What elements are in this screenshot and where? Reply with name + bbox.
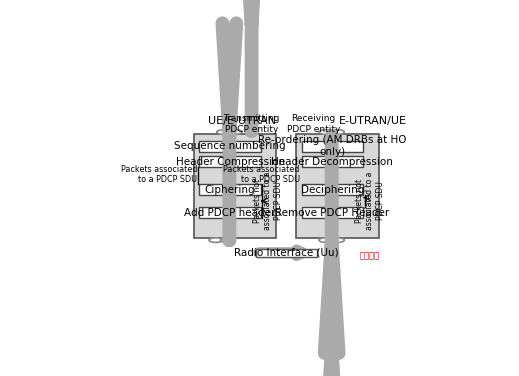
Ellipse shape <box>221 238 235 243</box>
Text: Re-ordering (AM DRBs at HO
only): Re-ordering (AM DRBs at HO only) <box>258 135 407 157</box>
Text: Radio Interface (Uu): Radio Interface (Uu) <box>235 248 339 258</box>
FancyBboxPatch shape <box>302 207 363 218</box>
Text: Header Decompression: Header Decompression <box>271 156 393 167</box>
FancyBboxPatch shape <box>199 184 261 195</box>
Text: Deciphering: Deciphering <box>301 185 364 194</box>
Text: Transmitting
PDCP entity: Transmitting PDCP entity <box>223 114 280 134</box>
FancyBboxPatch shape <box>199 141 261 152</box>
FancyBboxPatch shape <box>296 133 379 238</box>
Text: UE/E-UTRAN: UE/E-UTRAN <box>208 116 276 126</box>
Text: Receiving
PDCP entity: Receiving PDCP entity <box>287 114 340 134</box>
Ellipse shape <box>331 130 344 134</box>
Ellipse shape <box>217 130 230 134</box>
Ellipse shape <box>331 238 344 243</box>
Text: Add PDCP header: Add PDCP header <box>184 208 276 218</box>
Text: Packets not
associated to a
PDCP SDU: Packets not associated to a PDCP SDU <box>355 172 385 230</box>
Ellipse shape <box>319 130 333 134</box>
FancyBboxPatch shape <box>302 141 363 152</box>
Text: Packets associated
to a PDCP SDU: Packets associated to a PDCP SDU <box>224 165 300 184</box>
Text: 创新互联: 创新互联 <box>359 251 379 260</box>
Text: Remove PDCP Header: Remove PDCP Header <box>275 208 390 218</box>
FancyBboxPatch shape <box>256 249 317 257</box>
FancyBboxPatch shape <box>199 207 261 218</box>
Text: Header Compression: Header Compression <box>175 156 285 167</box>
Ellipse shape <box>228 130 242 134</box>
Text: Ciphering: Ciphering <box>205 185 255 194</box>
Text: Sequence numbering: Sequence numbering <box>174 141 286 151</box>
Text: Packets not
associated to a
PDCP SDU: Packets not associated to a PDCP SDU <box>253 172 282 230</box>
Ellipse shape <box>209 238 223 243</box>
Text: Packets associated
to a PDCP SDU: Packets associated to a PDCP SDU <box>121 165 198 184</box>
FancyBboxPatch shape <box>302 184 363 195</box>
FancyBboxPatch shape <box>199 156 261 167</box>
Ellipse shape <box>319 238 333 243</box>
FancyBboxPatch shape <box>302 156 363 167</box>
Text: E-UTRAN/UE: E-UTRAN/UE <box>338 116 406 126</box>
FancyBboxPatch shape <box>194 133 277 238</box>
